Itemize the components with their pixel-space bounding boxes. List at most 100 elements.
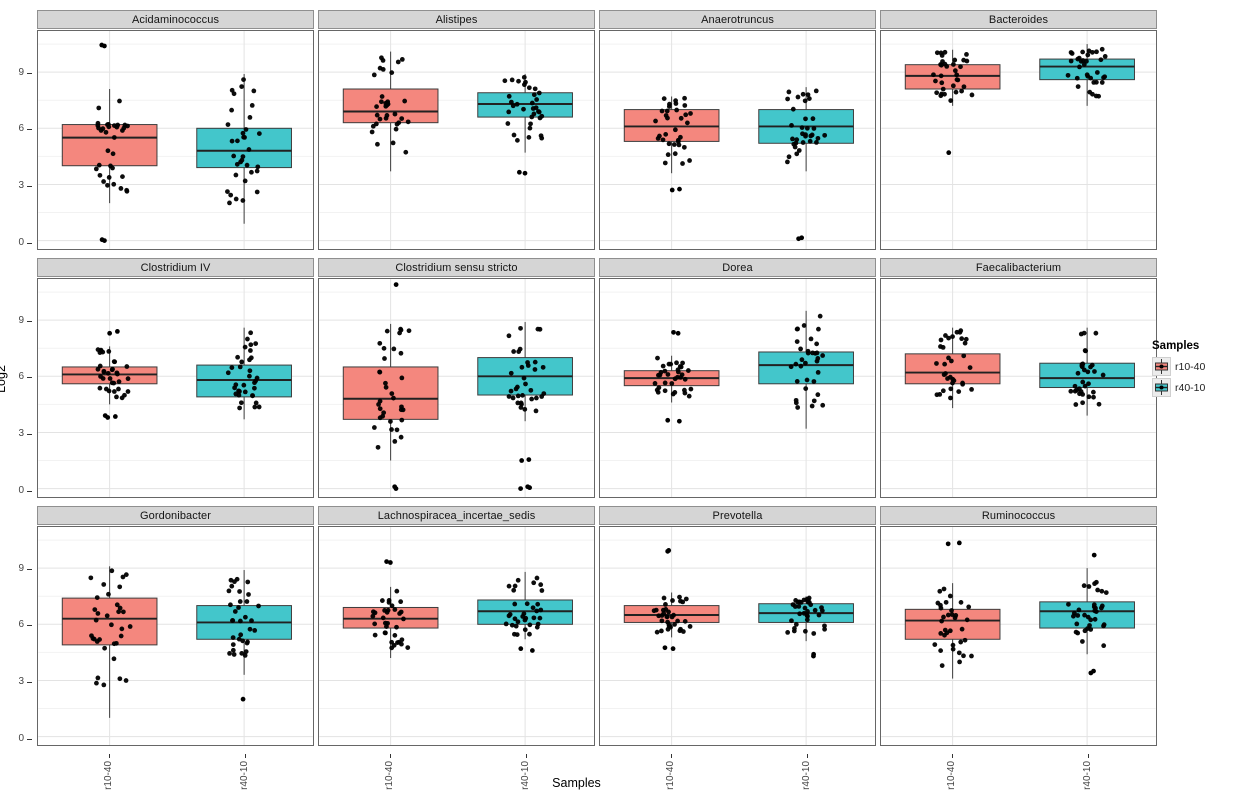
data-point — [961, 353, 967, 359]
data-point — [377, 116, 383, 122]
data-point — [118, 186, 124, 191]
data-point — [512, 583, 518, 589]
data-point — [115, 371, 120, 377]
data-point — [119, 626, 125, 632]
data-point — [250, 393, 255, 399]
data-point — [237, 589, 242, 594]
outlier-point — [518, 486, 523, 491]
data-point — [532, 86, 538, 92]
data-point — [1081, 62, 1087, 67]
data-point — [518, 325, 523, 331]
data-point — [820, 353, 826, 358]
data-point — [394, 427, 400, 433]
data-point — [682, 376, 688, 382]
data-point — [938, 73, 944, 79]
data-point — [227, 651, 232, 656]
data-point — [239, 157, 245, 163]
facet-ruminococcus: Ruminococcus — [880, 506, 1157, 746]
data-point — [398, 599, 404, 605]
data-point — [940, 345, 946, 350]
data-point — [538, 133, 544, 139]
data-point — [399, 116, 405, 121]
data-point — [231, 153, 237, 159]
data-point — [535, 601, 541, 607]
data-point — [508, 388, 514, 394]
facet-title: Anaerotruncus — [599, 10, 876, 29]
data-point — [253, 400, 259, 406]
data-point — [950, 642, 956, 648]
y-tick-label: 9 — [18, 562, 24, 574]
data-point — [675, 618, 680, 624]
data-point — [938, 605, 944, 611]
y-tick-mark — [27, 320, 32, 322]
data-point — [660, 137, 666, 143]
outlier-point — [240, 696, 246, 702]
data-point — [534, 97, 540, 102]
data-point — [969, 653, 974, 659]
data-point — [788, 364, 794, 370]
data-point — [514, 101, 520, 107]
data-point — [397, 330, 402, 336]
data-point — [375, 444, 381, 450]
data-point — [793, 598, 799, 603]
data-point — [243, 127, 249, 132]
data-point — [805, 613, 810, 619]
data-point — [950, 334, 955, 339]
data-point — [88, 575, 94, 581]
data-point — [526, 85, 532, 91]
data-point — [1078, 389, 1084, 394]
data-point — [506, 583, 512, 589]
data-point — [815, 135, 821, 141]
data-point — [111, 181, 117, 187]
data-point — [101, 368, 107, 374]
data-point — [1081, 330, 1087, 336]
outlier-point — [107, 330, 113, 336]
data-point — [674, 107, 680, 113]
data-point — [384, 328, 390, 334]
data-point — [665, 619, 670, 625]
data-point — [530, 106, 536, 111]
data-point — [951, 378, 957, 383]
data-point — [511, 349, 517, 354]
panel-clostridium-iv — [37, 278, 314, 498]
data-point — [534, 395, 539, 401]
y-tick-mark — [27, 129, 32, 131]
outlier-point — [675, 330, 681, 336]
data-point — [687, 158, 692, 163]
data-point — [113, 640, 119, 646]
data-point — [652, 381, 658, 386]
data-point — [803, 116, 808, 122]
data-point — [390, 140, 396, 146]
data-point — [814, 358, 820, 364]
data-point — [1103, 590, 1109, 595]
data-point — [657, 372, 663, 378]
data-point — [512, 616, 518, 622]
data-point — [255, 164, 261, 170]
data-point — [946, 355, 951, 361]
data-point — [256, 404, 262, 410]
data-point — [531, 615, 537, 621]
data-point — [520, 392, 525, 398]
data-point — [92, 607, 98, 612]
data-point — [381, 345, 387, 351]
data-point — [680, 161, 685, 166]
data-point — [660, 363, 666, 369]
outlier-point — [529, 648, 535, 653]
data-point — [399, 417, 405, 423]
data-point — [814, 140, 819, 145]
data-point — [683, 596, 689, 602]
data-point — [672, 151, 678, 157]
data-point — [376, 402, 381, 407]
data-point — [663, 131, 669, 137]
data-point — [538, 607, 544, 613]
data-point — [94, 595, 100, 600]
y-tick-label: 0 — [18, 484, 24, 496]
data-point — [1085, 369, 1091, 375]
data-point — [94, 680, 99, 686]
facet-title: Faecalibacterium — [880, 258, 1157, 277]
data-point — [1099, 588, 1105, 594]
data-point — [942, 49, 948, 55]
data-point — [664, 614, 670, 620]
x-tick-mark — [671, 754, 673, 758]
data-point — [239, 359, 245, 365]
